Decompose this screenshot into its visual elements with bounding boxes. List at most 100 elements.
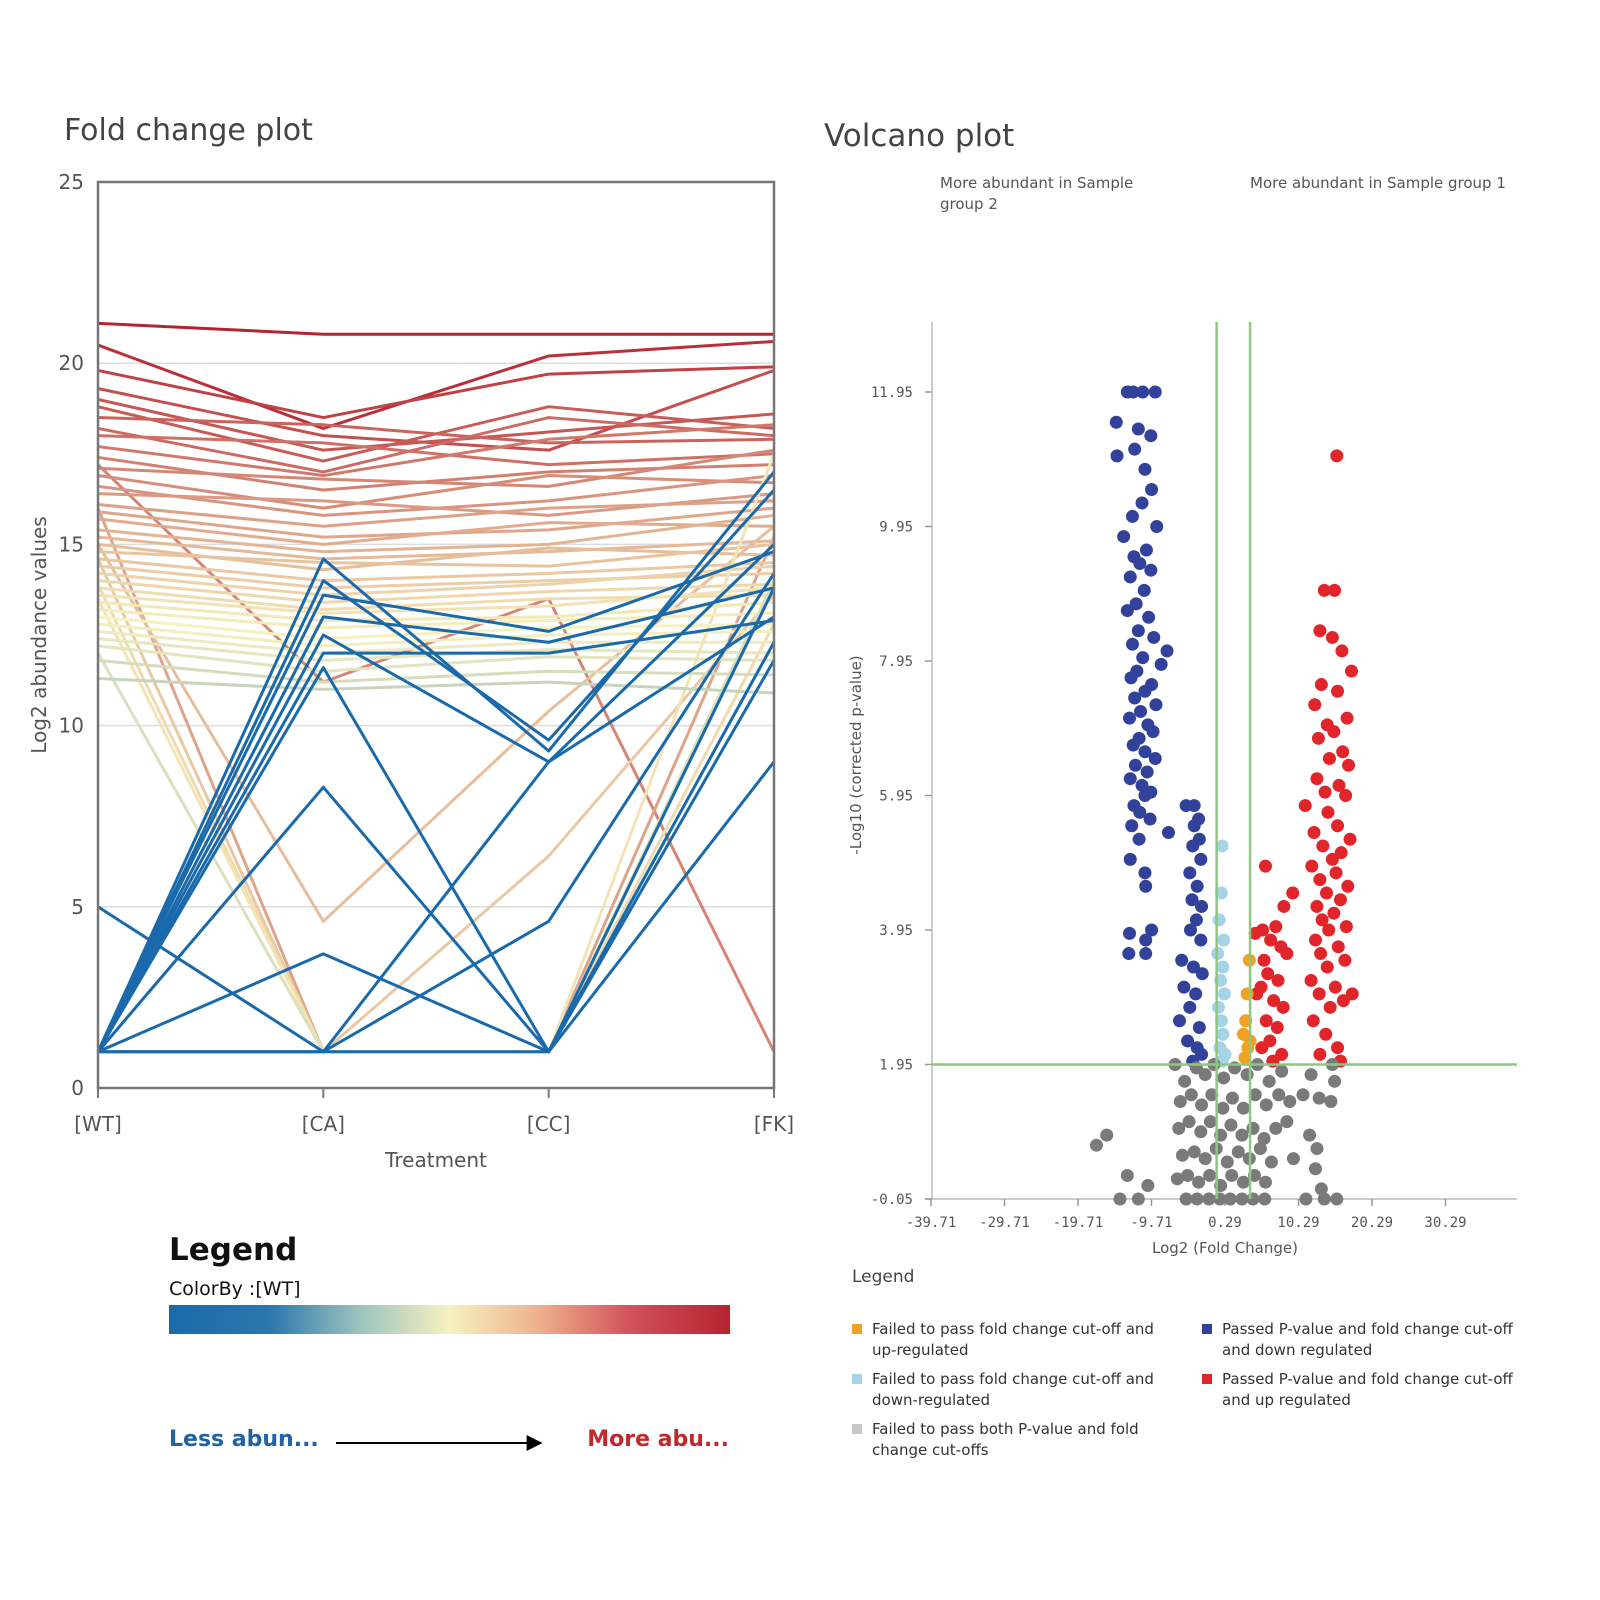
volcano-point: [1328, 1074, 1342, 1088]
volcano-point: [1139, 543, 1153, 557]
volcano-point: [1317, 583, 1331, 597]
volcano-point: [1144, 429, 1158, 443]
volcano-point: [1148, 752, 1162, 766]
fold-change-line: [97, 517, 775, 546]
volcano-point: [1225, 1168, 1239, 1182]
volcano-point: [1322, 923, 1336, 937]
fold-change-line: [96, 470, 776, 1053]
volcano-point: [1319, 1027, 1333, 1041]
volcano-point: [1305, 859, 1319, 873]
volcano-point: [1314, 678, 1328, 692]
legend-item-label: up-regulated: [872, 1341, 969, 1359]
volcano-point: [1185, 893, 1199, 907]
volcano-point: [1216, 1101, 1230, 1115]
volcano-point: [1304, 1068, 1318, 1082]
volcano-point: [1224, 1118, 1238, 1132]
volcano-point: [1139, 947, 1153, 961]
x-tick-label: [WT]: [74, 1112, 122, 1136]
volcano-point: [1216, 1027, 1230, 1041]
x-tick-label: 20.29: [1351, 1215, 1393, 1231]
volcano-point: [1339, 789, 1353, 802]
fold-change-line: [97, 586, 775, 615]
volcano-point: [1331, 684, 1345, 698]
y-tick-label: 1.95: [879, 1058, 913, 1074]
volcano-point: [1190, 879, 1204, 893]
volcano-point: [1154, 657, 1168, 671]
legend-swatch: [852, 1324, 862, 1334]
volcano-plot: Volcano plot More abundant in Sample gro…: [824, 118, 1517, 1459]
volcano-point: [1186, 839, 1200, 853]
volcano-point: [1318, 785, 1332, 799]
less-abundant-label: Less abun...: [169, 1427, 319, 1452]
volcano-point: [1248, 926, 1262, 940]
volcano-point: [1128, 691, 1142, 705]
volcano-point: [1202, 1192, 1216, 1206]
volcano-x-ticks: -39.71 -29.71 -19.71 -9.71 0.29 10.29 20.29 30.…: [906, 1199, 1467, 1231]
fold-change-line: [97, 499, 775, 528]
y-tick-label: 11.95: [871, 385, 913, 401]
volcano-point: [1286, 1152, 1300, 1166]
fold-change-x-ticks: [WT] [CA] [CC] [FK]: [74, 1088, 794, 1136]
volcano-point: [1175, 1148, 1189, 1162]
volcano-point: [1187, 799, 1201, 813]
volcano-point: [1320, 960, 1334, 974]
volcano-point: [1308, 933, 1322, 947]
y-tick-label: 20: [59, 351, 84, 375]
volcano-point: [1310, 1142, 1324, 1156]
volcano-point: [1128, 442, 1142, 456]
volcano-point: [1340, 711, 1354, 725]
volcano-point: [1314, 947, 1328, 961]
volcano-point: [1259, 1098, 1273, 1112]
volcano-point: [1145, 923, 1159, 937]
volcano-point: [1215, 839, 1229, 853]
color-scale-bar: [169, 1305, 730, 1334]
volcano-point: [1131, 1192, 1145, 1206]
volcano-point: [1257, 1131, 1271, 1145]
volcano-point: [1131, 422, 1145, 436]
volcano-point: [1325, 852, 1339, 866]
legend-item-label: Failed to pass fold change cut-off and: [872, 1320, 1154, 1338]
volcano-point: [1120, 604, 1134, 618]
volcano-point: [1322, 752, 1336, 766]
volcano-point: [1184, 923, 1198, 937]
x-tick-label: [CC]: [527, 1112, 571, 1136]
volcano-point: [1194, 933, 1208, 947]
volcano-point: [1138, 866, 1152, 880]
volcano-point: [1283, 1094, 1297, 1108]
volcano-point: [1236, 1175, 1250, 1189]
volcano-point: [1217, 933, 1231, 947]
volcano-point: [1334, 846, 1348, 860]
y-tick-label: 7.95: [879, 654, 913, 670]
legend-swatch: [852, 1374, 862, 1384]
volcano-point: [1307, 825, 1321, 839]
volcano-point: [1123, 772, 1137, 786]
volcano-point: [1330, 1192, 1344, 1206]
volcano-point: [1255, 1041, 1269, 1055]
volcano-point: [1187, 819, 1201, 833]
volcano-point: [1211, 1000, 1225, 1014]
y-tick-label: 3.95: [879, 923, 913, 939]
volcano-point: [1269, 920, 1283, 934]
volcano-point: [1231, 1145, 1245, 1159]
volcano-point: [1277, 899, 1291, 913]
volcano-point: [1321, 805, 1335, 819]
fold-change-line: [96, 550, 775, 1053]
volcano-point: [1339, 920, 1353, 934]
volcano-point: [1312, 987, 1326, 1001]
volcano-point: [1330, 449, 1344, 463]
volcano-threshold-lines: [932, 322, 1517, 1199]
volcano-point: [1113, 1192, 1127, 1206]
volcano-point: [1173, 1094, 1187, 1108]
volcano-point: [1336, 994, 1350, 1008]
volcano-point: [1271, 973, 1285, 987]
volcano-point: [1250, 987, 1264, 1001]
volcano-point: [1123, 852, 1137, 866]
volcano-point: [1149, 698, 1163, 712]
volcano-point: [1246, 1121, 1260, 1135]
x-tick-label: -39.71: [906, 1215, 957, 1231]
volcano-point: [1331, 1041, 1345, 1055]
volcano-point: [1126, 738, 1140, 752]
volcano-point: [1296, 1088, 1310, 1102]
volcano-point: [1178, 1074, 1192, 1088]
